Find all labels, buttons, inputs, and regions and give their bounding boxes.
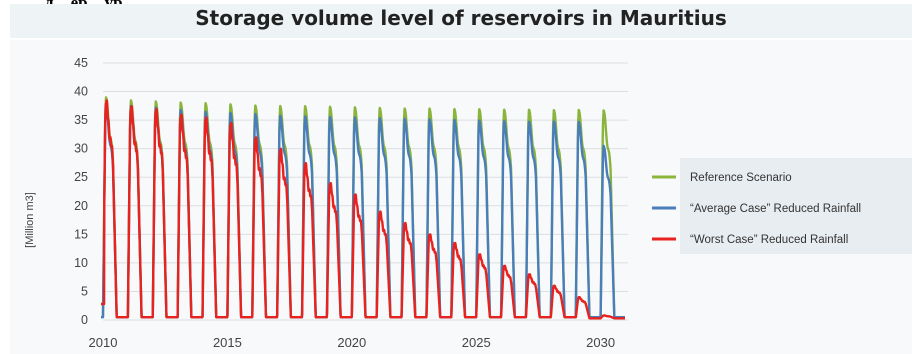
y-tick-label: 15: [74, 227, 88, 241]
y-tick-label: 20: [74, 199, 88, 213]
y-tick-label: 10: [74, 256, 88, 270]
y-tick-label: 5: [81, 284, 88, 298]
y-tick-label: 45: [74, 56, 88, 70]
y-tick-label: 40: [74, 85, 88, 99]
y-axis-label: [Million m3]: [24, 192, 36, 248]
x-tick-label: 2025: [462, 335, 491, 350]
x-tick-label: 2020: [337, 335, 366, 350]
title-band: Storage volume level of reservoirs in Ma…: [10, 4, 912, 38]
chart-title: Storage volume level of reservoirs in Ma…: [195, 6, 727, 30]
y-tick-label: 25: [74, 170, 88, 184]
x-tick-label: 2030: [586, 335, 615, 350]
y-tick-label: 30: [74, 142, 88, 156]
legend-entry: Reference Scenario: [690, 172, 792, 184]
x-tick-label: 2010: [89, 335, 118, 350]
y-tick-label: 35: [74, 113, 88, 127]
series-line: [100, 99, 626, 320]
legend-entry: “Worst Case” Reduced Rainfall: [690, 234, 848, 246]
x-tick-label: 2015: [213, 335, 242, 350]
legend-entry: “Average Case” Reduced Rainfall: [690, 203, 861, 215]
legend-panel: [680, 158, 912, 254]
y-tick-label: 0: [81, 313, 88, 327]
